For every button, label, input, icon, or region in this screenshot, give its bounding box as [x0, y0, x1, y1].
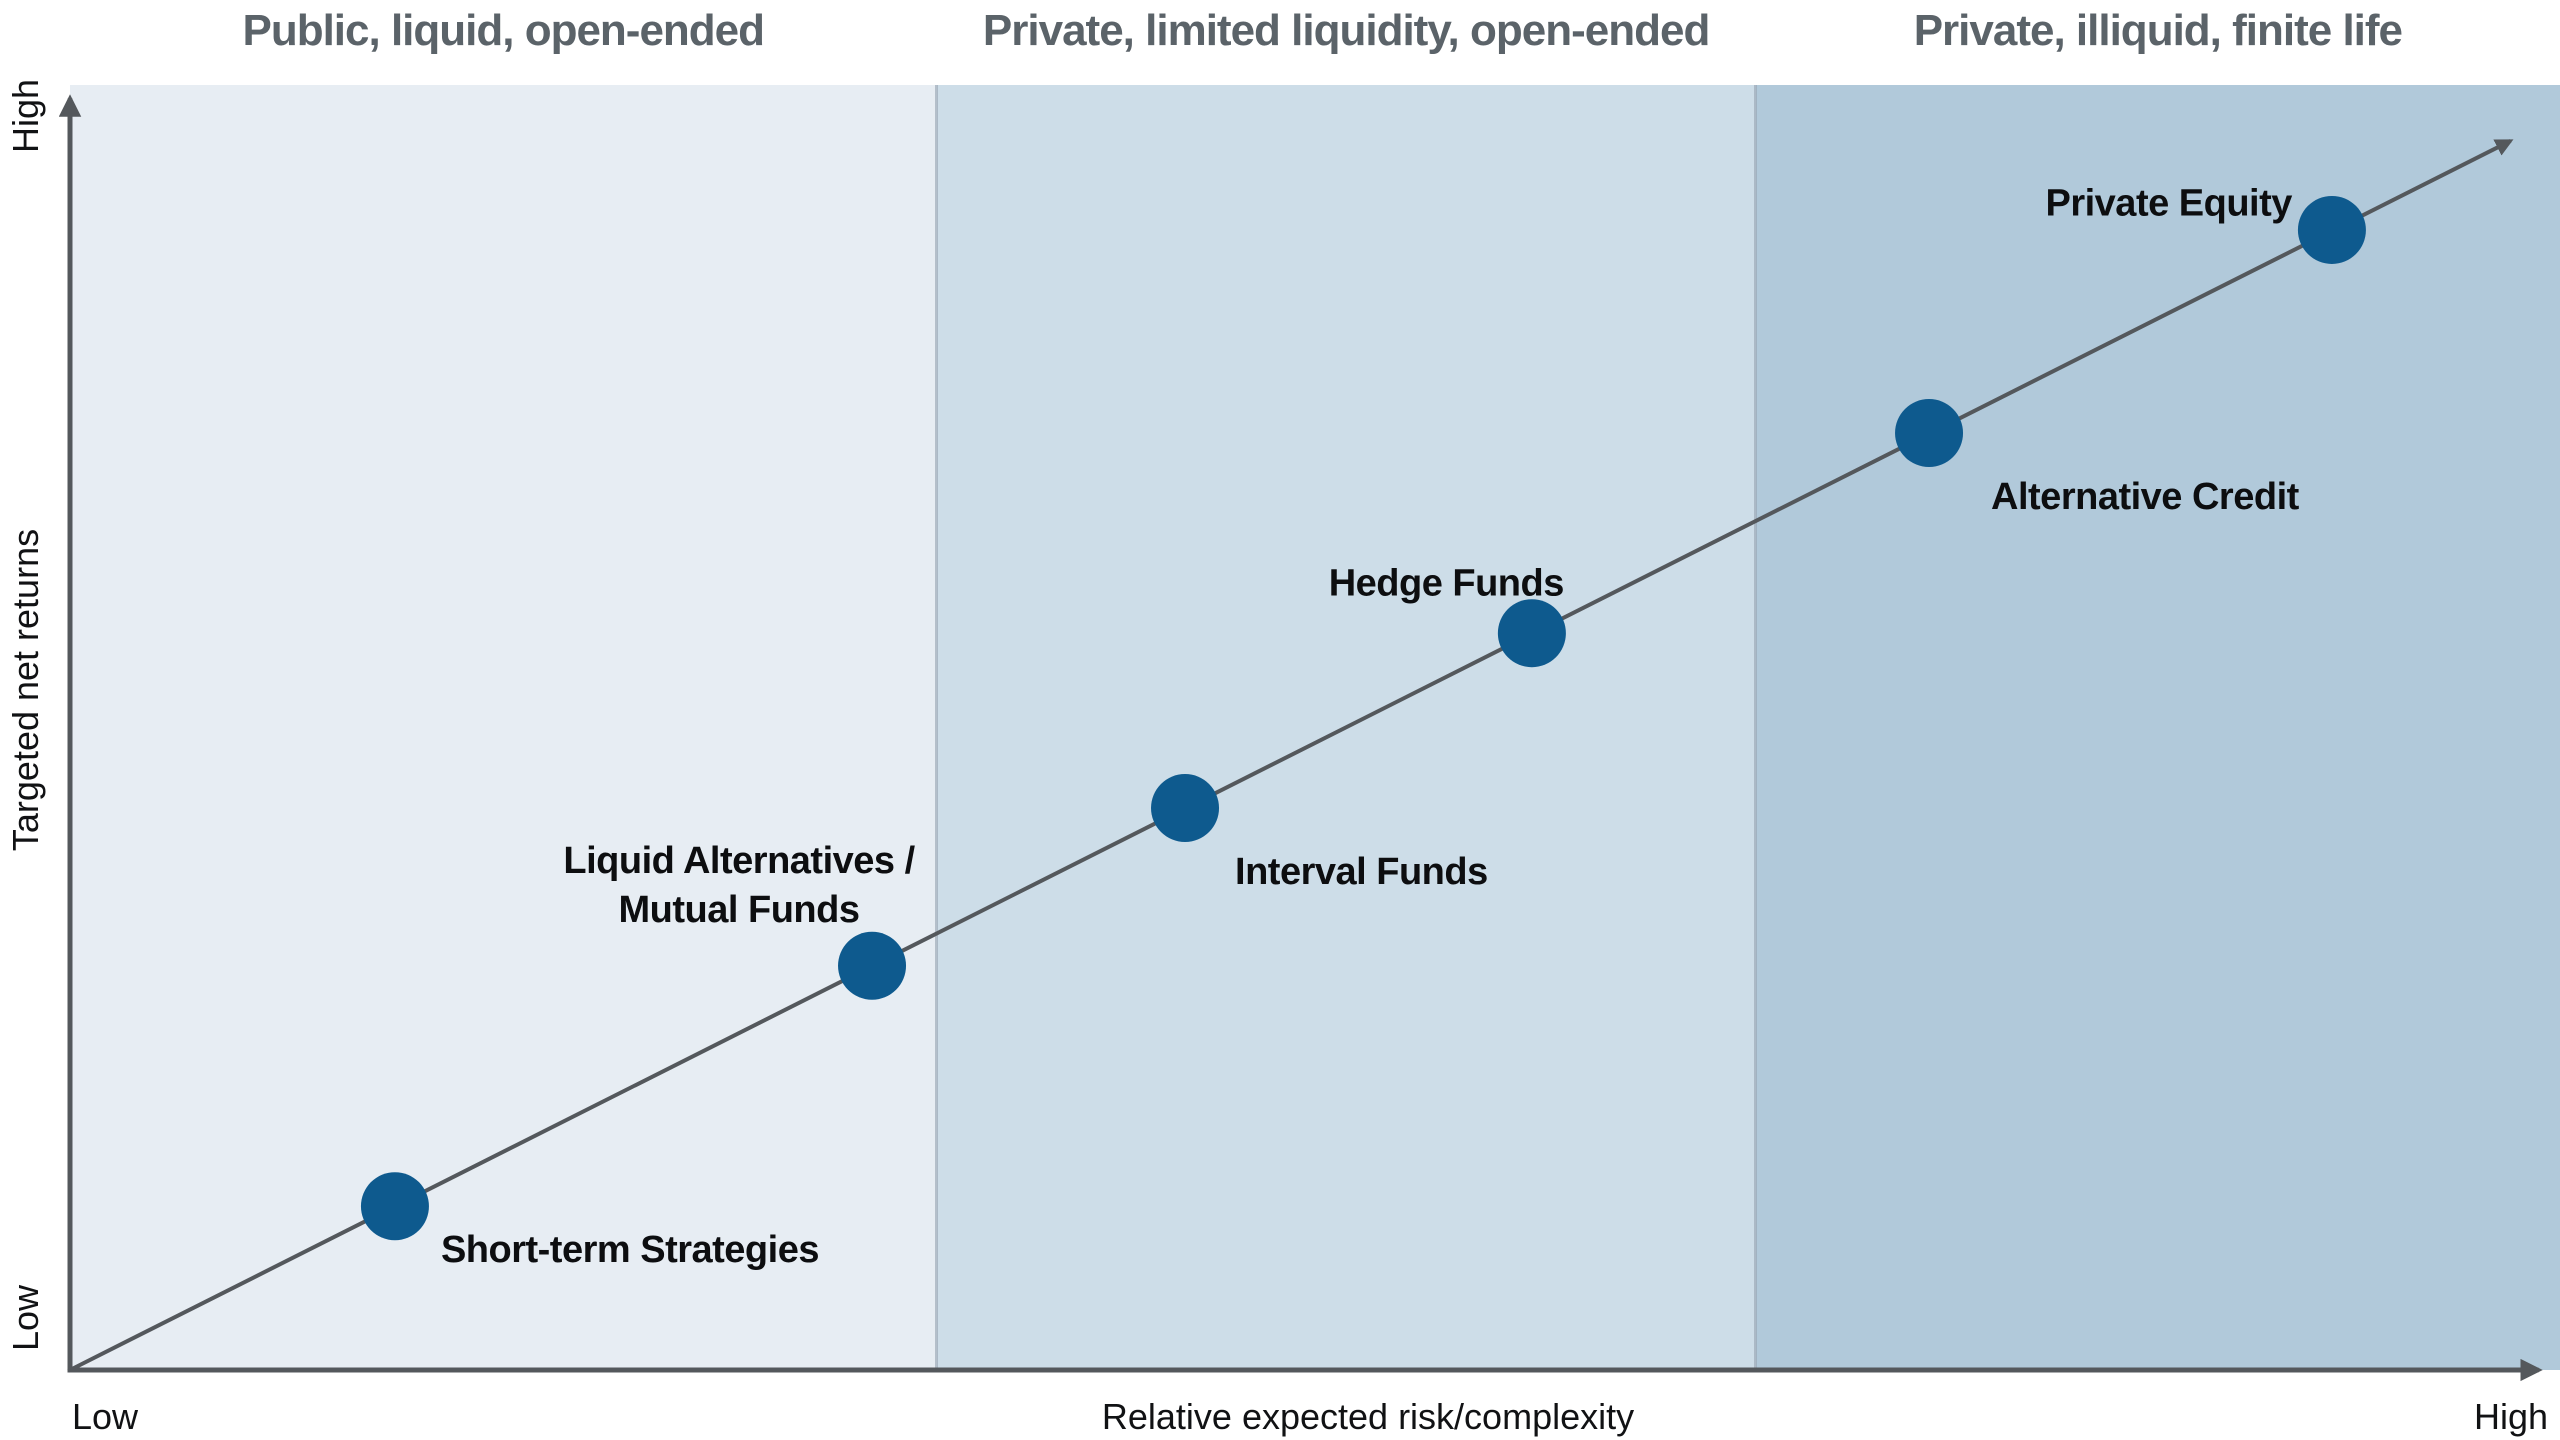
point-label: Private Equity [2045, 182, 2292, 225]
point-label: Hedge Funds [1328, 562, 1565, 605]
point-label: Alternative Credit [1991, 476, 2299, 519]
band-separator [935, 85, 939, 1370]
band-separator [1754, 85, 1758, 1370]
x-axis-title: Relative expected risk/complexity [1101, 1396, 1635, 1437]
band-2 [936, 85, 1756, 1370]
y-axis-low-label: Low [5, 1284, 46, 1352]
band-3 [1755, 85, 2560, 1370]
plot-area [70, 85, 2560, 1370]
band-header-1: Public, liquid, open-ended [242, 6, 765, 55]
band-1 [70, 85, 937, 1370]
y-axis-title: Targeted net returns [5, 528, 46, 852]
x-axis-low-label: Low [72, 1396, 139, 1437]
band-header-2: Private, limited liquidity, open-ended [982, 6, 1710, 55]
point-label: Short-term Strategies [440, 1229, 820, 1272]
point-label: Liquid Alternatives / Mutual Funds [563, 839, 915, 932]
x-axis-high-label: High [2473, 1396, 2548, 1437]
point-label: Interval Funds [1235, 851, 1488, 893]
band-header-3: Private, illiquid, finite life [1913, 6, 2403, 55]
y-axis-high-label: High [5, 78, 46, 154]
